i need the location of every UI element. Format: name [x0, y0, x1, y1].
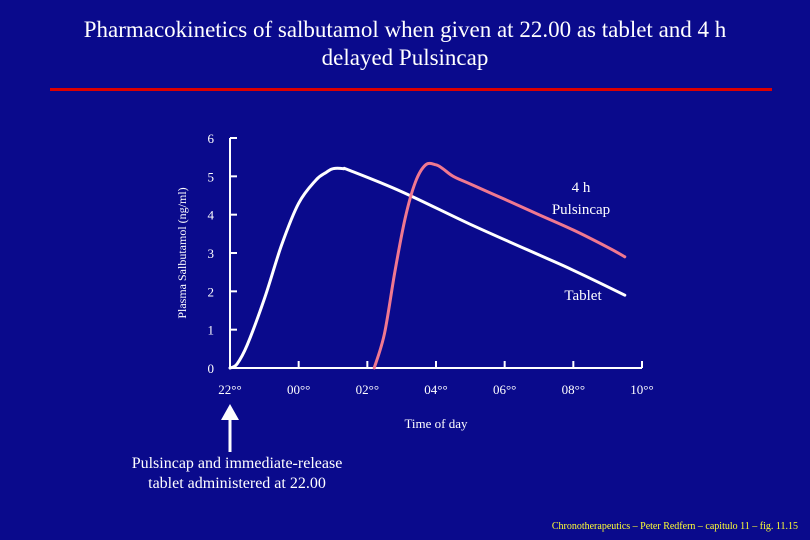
- dose-arrow: [221, 404, 239, 452]
- dose-arrow-head: [221, 404, 239, 420]
- series-label-tablet: Tablet: [564, 288, 602, 304]
- chart-axes: 0 1 2 3 4 5 6 22°° 00°° 02°° 04°° 06°° 08°° 10°° Time …: [175, 131, 654, 431]
- y-tick-label-1: 1: [208, 323, 215, 338]
- series-line-tablet: [228, 166, 627, 370]
- dosing-annotation-line-2: tablet administered at 22.00: [148, 475, 326, 492]
- chart-labels: Tablet 4 h Pulsincap: [552, 180, 610, 304]
- title-divider: [50, 88, 772, 91]
- x-tick-label-5: 08°°: [562, 382, 585, 397]
- x-tick-label-6: 10°°: [630, 382, 653, 397]
- series-line-pulsincap: [372, 161, 627, 370]
- x-tick-label-4: 06°°: [493, 382, 516, 397]
- y-tick-label-4: 4: [208, 208, 215, 223]
- y-tick-label-6: 6: [208, 131, 215, 146]
- x-axis-title: Time of day: [404, 416, 468, 431]
- x-tick-label-2: 02°°: [356, 382, 379, 397]
- chart-title-line-2: delayed Pulsincap: [321, 45, 489, 70]
- series-label-pulsincap-line-2: Pulsincap: [552, 202, 610, 218]
- x-tick-label-3: 04°°: [424, 382, 447, 397]
- y-tick-label-0: 0: [208, 361, 215, 376]
- dosing-annotation: Pulsincap and immediate-release tablet a…: [112, 454, 362, 494]
- y-axis-title: Plasma Salbutamol (ng/ml): [175, 187, 189, 318]
- y-tick-label-3: 3: [208, 246, 215, 261]
- x-tick-label-1: 00°°: [287, 382, 310, 397]
- figure-credit: Chronotherapeutics – Peter Redfern – cap…: [551, 521, 798, 532]
- x-tick-label-0: 22°°: [218, 382, 241, 397]
- chart-series: [228, 161, 627, 370]
- y-tick-label-5: 5: [208, 169, 215, 184]
- series-label-pulsincap-line-1: 4 h: [572, 180, 591, 196]
- dosing-annotation-line-1: Pulsincap and immediate-release: [131, 455, 343, 472]
- chart-title: Pharmacokinetics of salbutamol when give…: [40, 16, 770, 72]
- y-tick-label-2: 2: [208, 284, 215, 299]
- chart-title-line-1: Pharmacokinetics of salbutamol when give…: [83, 17, 727, 42]
